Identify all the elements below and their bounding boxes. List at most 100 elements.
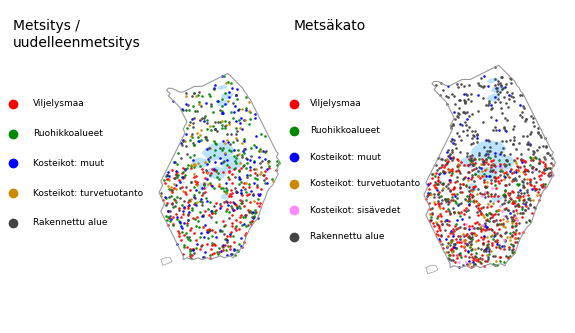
Point (499, 243, 508, 249)
Point (474, 221, 483, 227)
Point (490, 191, 499, 196)
Point (463, 175, 473, 180)
Point (478, 240, 487, 246)
Point (460, 92, 469, 97)
Point (444, 223, 453, 228)
Point (231, 225, 240, 230)
Point (247, 153, 256, 159)
Point (478, 168, 487, 174)
Point (496, 82, 505, 88)
Point (186, 154, 195, 160)
Point (258, 172, 267, 178)
Point (220, 236, 229, 241)
Point (164, 173, 173, 178)
Point (479, 85, 488, 90)
Point (461, 98, 470, 103)
Point (431, 173, 440, 178)
Point (210, 86, 219, 92)
Point (197, 197, 206, 202)
Point (220, 73, 229, 78)
Point (482, 234, 492, 240)
Point (236, 121, 245, 126)
Point (509, 169, 519, 175)
Point (167, 201, 177, 207)
Point (472, 255, 481, 260)
Point (197, 230, 206, 236)
Point (205, 212, 214, 217)
Point (468, 155, 477, 160)
Point (179, 169, 188, 175)
Point (189, 158, 198, 163)
Point (451, 245, 461, 251)
Point (254, 196, 263, 201)
Point (489, 162, 499, 167)
Point (522, 180, 531, 186)
Point (485, 215, 494, 220)
Point (249, 180, 258, 185)
Point (518, 179, 527, 184)
Point (469, 133, 478, 138)
Point (197, 94, 206, 99)
Point (466, 187, 476, 193)
Point (478, 242, 488, 247)
Point (518, 193, 527, 199)
Point (435, 165, 444, 170)
Point (467, 129, 477, 134)
Point (533, 130, 542, 136)
Point (168, 168, 177, 173)
Point (439, 165, 448, 170)
Point (198, 242, 207, 247)
Point (170, 204, 179, 209)
Point (490, 238, 500, 244)
Point (508, 95, 518, 100)
Point (497, 74, 506, 80)
Point (443, 181, 453, 187)
Point (483, 242, 492, 247)
Point (512, 161, 521, 166)
Point (504, 192, 513, 197)
Point (445, 177, 454, 183)
Point (447, 156, 456, 161)
Point (465, 169, 474, 174)
Point (481, 195, 490, 200)
Point (268, 178, 277, 183)
Point (481, 167, 490, 172)
Point (226, 229, 235, 234)
Point (218, 159, 227, 164)
Point (202, 241, 212, 246)
Point (527, 155, 536, 161)
Point (177, 202, 186, 208)
Point (535, 144, 544, 150)
Point (447, 92, 456, 97)
Point (189, 246, 198, 252)
Point (183, 211, 193, 216)
Point (485, 148, 494, 154)
Point (230, 165, 239, 170)
Point (443, 218, 452, 223)
Point (452, 130, 461, 136)
Point (441, 217, 450, 223)
Point (460, 120, 469, 125)
Point (515, 187, 524, 193)
Point (512, 181, 521, 186)
Point (522, 203, 531, 208)
Point (512, 222, 521, 227)
Point (478, 226, 488, 232)
Point (166, 188, 175, 193)
Point (208, 210, 217, 215)
Point (170, 175, 179, 181)
Point (447, 168, 457, 173)
Point (222, 190, 231, 196)
Point (217, 119, 227, 124)
Point (235, 106, 244, 112)
Point (467, 153, 477, 158)
Point (441, 236, 450, 242)
Point (481, 173, 490, 178)
Point (250, 111, 259, 116)
Point (526, 181, 535, 186)
Point (468, 264, 477, 269)
Point (452, 252, 461, 257)
Point (252, 144, 261, 150)
Point (225, 147, 234, 152)
Point (452, 157, 461, 162)
